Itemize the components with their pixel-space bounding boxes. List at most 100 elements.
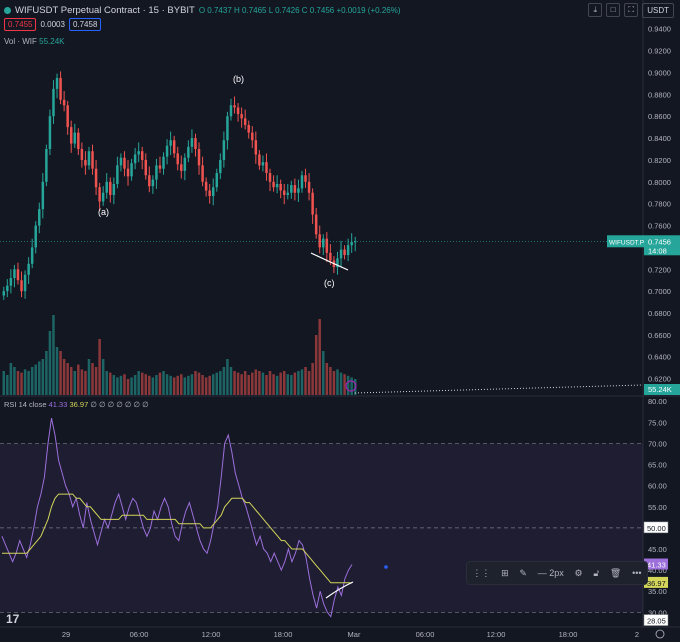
volume-bar [261, 372, 265, 395]
candle-body [144, 159, 148, 176]
trash-icon[interactable]: 🗑︎ [609, 567, 622, 578]
candle-body [87, 151, 91, 166]
candle-body [258, 154, 261, 166]
rsi-tick-label: 35.00 [648, 587, 667, 596]
candle-body [155, 165, 158, 180]
candle-body [119, 157, 123, 166]
price-tag-bg [644, 235, 680, 256]
candle-body [27, 263, 30, 275]
volume-bar [55, 347, 59, 395]
time-tick-label: 2 [635, 630, 639, 639]
volume-bar [346, 375, 350, 395]
volume-bar [325, 363, 329, 395]
rsi-tick-label: 70.00 [648, 439, 667, 448]
volume-legend[interactable]: Vol · WIF 55.24K [4, 37, 64, 46]
countdown-tag: 14:08 [648, 246, 667, 255]
price-tick-label: 0.7000 [648, 287, 671, 296]
volume-bar [27, 371, 30, 395]
volume-bar [20, 372, 23, 395]
volume-bar [314, 335, 318, 395]
volume-bar [282, 371, 286, 395]
top-right-tools: ⤓ □ ⛶ USDT [588, 3, 674, 18]
rsi-tick-label: 30.00 [648, 608, 667, 617]
price-tick-label: 0.6400 [648, 353, 671, 362]
pencil-icon[interactable]: ✎ [519, 567, 527, 578]
line-width-button[interactable]: — 2px [537, 568, 564, 578]
candle-body [172, 140, 176, 154]
rsi-tick-label: 45.00 [648, 545, 667, 554]
volume-bar [112, 375, 116, 395]
volume-bar [158, 372, 162, 395]
candle-body [73, 132, 77, 144]
candle-body [268, 173, 272, 182]
rsi-axis-tag-bg [644, 558, 668, 570]
candle-body [322, 238, 325, 248]
symbol-title[interactable]: WIFUSDT Perpetual Contract · 15 · BYBIT [15, 4, 195, 16]
symbol-tag-bg [607, 235, 644, 248]
rsi-trendline-drawing [325, 581, 354, 599]
candle-body [201, 165, 204, 182]
volume-bar [197, 372, 201, 395]
buy-button[interactable]: 0.7458 [68, 18, 102, 31]
volume-bar [34, 364, 37, 395]
volume-bar [275, 375, 279, 395]
volume-bar [329, 367, 332, 395]
volume-bar [116, 377, 119, 395]
rsi-axis-tag-bg [644, 576, 668, 588]
settings-icon[interactable]: ⚙ [574, 567, 583, 578]
volume-bar [144, 374, 148, 395]
tradingview-logo[interactable]: 17 [6, 612, 20, 626]
volume-bar [140, 372, 144, 395]
time-tick-label: 06:00 [416, 630, 435, 639]
candle-body [169, 140, 172, 146]
volume-bar [151, 377, 155, 395]
candle-body [9, 278, 13, 286]
drag-handle-icon[interactable]: ⋮⋮ [472, 567, 491, 578]
candle-body [13, 269, 16, 279]
rsi-line [1, 417, 353, 618]
rsi-axis-tag: 41.33 [647, 560, 666, 569]
candle-body [52, 88, 55, 117]
volume-bar [339, 372, 343, 395]
candle-body [222, 140, 226, 160]
candle-body [84, 159, 87, 166]
templates-icon[interactable]: ⊞ [501, 567, 509, 578]
candle-body [211, 187, 215, 197]
candle-body [59, 77, 62, 100]
currency-selector[interactable]: USDT [642, 3, 674, 18]
volume-bar [290, 375, 293, 395]
candle-body [229, 105, 233, 117]
candle-body [353, 241, 357, 243]
volume-bar [265, 375, 268, 395]
expand-icon[interactable]: ⤓ [588, 3, 603, 17]
candle-body [140, 151, 144, 160]
lock-icon[interactable]: 🔓︎ [593, 567, 600, 578]
fullscreen-icon[interactable]: ⛶ [624, 3, 639, 17]
sell-button[interactable]: 0.7455 [4, 18, 37, 31]
candle-body [297, 188, 300, 193]
candle-body [215, 173, 219, 188]
maximize-icon[interactable]: □ [606, 3, 621, 17]
volume-bar [87, 359, 91, 395]
candle-body [208, 190, 211, 197]
candle-body [329, 252, 332, 261]
rsi-legend[interactable]: RSI 14 close 41.33 36.97 ∅ ∅ ∅ ∅ ∅ ∅ ∅ [4, 400, 149, 409]
volume-bar [41, 359, 45, 395]
more-button[interactable]: ••• [632, 568, 642, 578]
candle-body [240, 114, 243, 119]
candle-body [38, 209, 41, 226]
candle-body [69, 127, 73, 144]
volume-bar [297, 371, 300, 395]
volume-bar [236, 372, 240, 395]
rsi-tick-label: 40.00 [648, 566, 667, 575]
rsi-tick-label: 75.00 [648, 418, 667, 427]
candle-body [130, 163, 133, 177]
candle-body [116, 165, 119, 184]
volume-bar [279, 372, 282, 395]
candle-body [109, 181, 112, 195]
volume-bar [286, 374, 290, 395]
rsi-tick-label: 65.00 [648, 461, 667, 470]
candle-body [41, 181, 45, 210]
rsi-axis-tag: 36.97 [647, 579, 666, 588]
